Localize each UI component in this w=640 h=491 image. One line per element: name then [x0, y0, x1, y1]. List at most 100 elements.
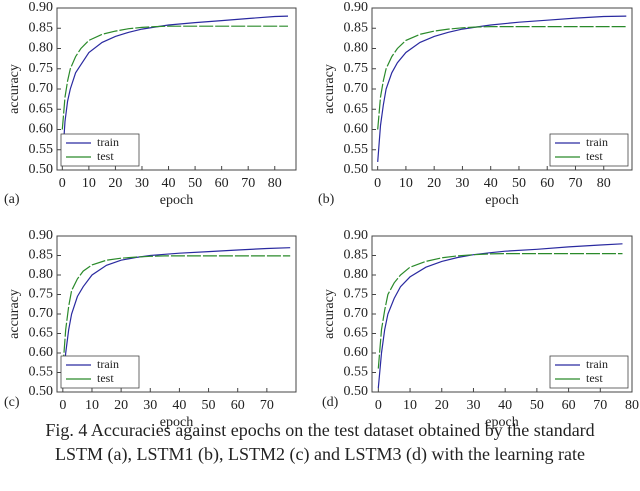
y-tick-label: 0.80	[29, 267, 54, 282]
legend-label: train	[97, 135, 119, 149]
y-tick-label: 0.85	[29, 248, 54, 263]
x-axis-label: epoch	[160, 415, 193, 430]
y-tick-label: 0.65	[29, 326, 54, 341]
y-tick-label: 0.60	[344, 345, 369, 360]
x-tick-label: 20	[108, 176, 122, 191]
x-tick-label: 80	[268, 176, 282, 191]
y-tick-label: 0.50	[344, 162, 369, 177]
x-tick-label: 70	[593, 398, 607, 413]
y-tick-label: 0.75	[344, 61, 369, 76]
panel: 0.50 0.55 0.60 0.65 0.70 0.75 0.80 0.85 0.90 0 10 2…	[4, 228, 297, 430]
y-axis-label: accuracy	[7, 289, 22, 339]
y-tick-label: 0.65	[344, 101, 369, 116]
legend-box	[549, 133, 629, 167]
x-axis-label: epoch	[485, 193, 518, 208]
y-tick-label: 0.90	[29, 228, 54, 243]
x-axis-label: epoch	[485, 415, 518, 430]
panel-label: (b)	[318, 192, 335, 207]
legend-label: train	[586, 357, 608, 371]
series-line	[62, 247, 291, 389]
legend-label: test	[586, 371, 603, 385]
legend-label: train	[586, 135, 608, 149]
x-tick-label: 10	[85, 398, 99, 413]
x-tick-label: 0	[375, 398, 382, 413]
y-tick-label: 0.50	[29, 162, 54, 177]
x-tick-label: 30	[455, 176, 469, 191]
y-tick-label: 0.80	[29, 41, 54, 56]
x-tick-label: 10	[399, 176, 413, 191]
x-tick-label: 70	[241, 176, 255, 191]
x-tick-label: 60	[231, 398, 245, 413]
series-line	[377, 26, 627, 130]
x-tick-label: 50	[188, 176, 202, 191]
x-tick-label: 0	[59, 176, 66, 191]
y-axis-label: accuracy	[7, 64, 22, 114]
panel-label: (c)	[4, 395, 20, 410]
y-tick-label: 0.70	[29, 81, 54, 96]
y-tick-label: 0.90	[344, 0, 369, 15]
series-line	[61, 15, 289, 162]
x-tick-label: 10	[403, 398, 417, 413]
x-tick-label: 0	[374, 176, 381, 191]
y-tick-label: 0.85	[344, 20, 369, 35]
x-tick-label: 80	[625, 398, 639, 413]
series-line	[62, 255, 291, 369]
y-tick-label: 0.50	[344, 384, 369, 399]
legend-box	[60, 133, 140, 167]
legend-label: test	[97, 149, 114, 163]
x-tick-label: 20	[435, 398, 449, 413]
legend-label: train	[97, 357, 119, 371]
x-tick-label: 50	[202, 398, 216, 413]
y-tick-label: 0.60	[344, 122, 369, 137]
x-tick-label: 40	[498, 398, 512, 413]
x-tick-label: 50	[530, 398, 544, 413]
panel: 0.50 0.55 0.60 0.65 0.70 0.75 0.80 0.85 0.90 0 10 2…	[4, 0, 297, 208]
series-line	[377, 243, 623, 389]
x-tick-label: 80	[597, 176, 611, 191]
y-tick-label: 0.55	[29, 365, 54, 380]
x-tick-label: 60	[540, 176, 554, 191]
y-tick-label: 0.85	[29, 20, 54, 35]
y-tick-label: 0.90	[344, 228, 369, 243]
y-tick-label: 0.80	[344, 41, 369, 56]
y-tick-label: 0.55	[344, 142, 369, 157]
panel-label: (a)	[4, 192, 20, 207]
series-line	[377, 253, 623, 369]
legend-box	[549, 355, 629, 389]
y-tick-label: 0.55	[29, 142, 54, 157]
y-tick-label: 0.70	[344, 306, 369, 321]
x-tick-label: 0	[59, 398, 66, 413]
y-tick-label: 0.55	[344, 365, 369, 380]
panel: 0.50 0.55 0.60 0.65 0.70 0.75 0.80 0.85 0.90 0 10 2…	[322, 228, 639, 430]
y-tick-label: 0.60	[29, 122, 54, 137]
y-tick-label: 0.85	[344, 248, 369, 263]
caption-line: LSTM (a), LSTM1 (b), LSTM2 (c) and LSTM3…	[55, 444, 585, 465]
y-axis-label: accuracy	[322, 289, 337, 339]
series-line	[61, 25, 288, 130]
x-tick-label: 40	[484, 176, 498, 191]
panel: 0.50 0.55 0.60 0.65 0.70 0.75 0.80 0.85 0.90 0 10 2…	[318, 0, 633, 208]
y-tick-label: 0.65	[344, 326, 369, 341]
x-tick-label: 60	[215, 176, 229, 191]
y-tick-label: 0.75	[29, 287, 54, 302]
x-tick-label: 70	[260, 398, 274, 413]
y-tick-label: 0.60	[29, 345, 54, 360]
y-tick-label: 0.80	[344, 267, 369, 282]
legend-box	[60, 355, 140, 389]
x-tick-label: 30	[143, 398, 157, 413]
x-tick-label: 20	[114, 398, 128, 413]
x-tick-label: 40	[162, 176, 176, 191]
x-tick-label: 30	[135, 176, 149, 191]
caption-line: Fig. 4 Accuracies against epochs on the …	[45, 420, 594, 440]
panel-label: (d)	[322, 395, 339, 410]
x-tick-label: 60	[562, 398, 576, 413]
x-axis-label: epoch	[160, 193, 193, 208]
x-tick-label: 70	[568, 176, 582, 191]
x-tick-label: 20	[427, 176, 441, 191]
y-tick-label: 0.75	[344, 287, 369, 302]
legend-label: test	[97, 371, 114, 385]
y-tick-label: 0.70	[29, 306, 54, 321]
y-tick-label: 0.70	[344, 81, 369, 96]
series-line	[377, 15, 627, 162]
